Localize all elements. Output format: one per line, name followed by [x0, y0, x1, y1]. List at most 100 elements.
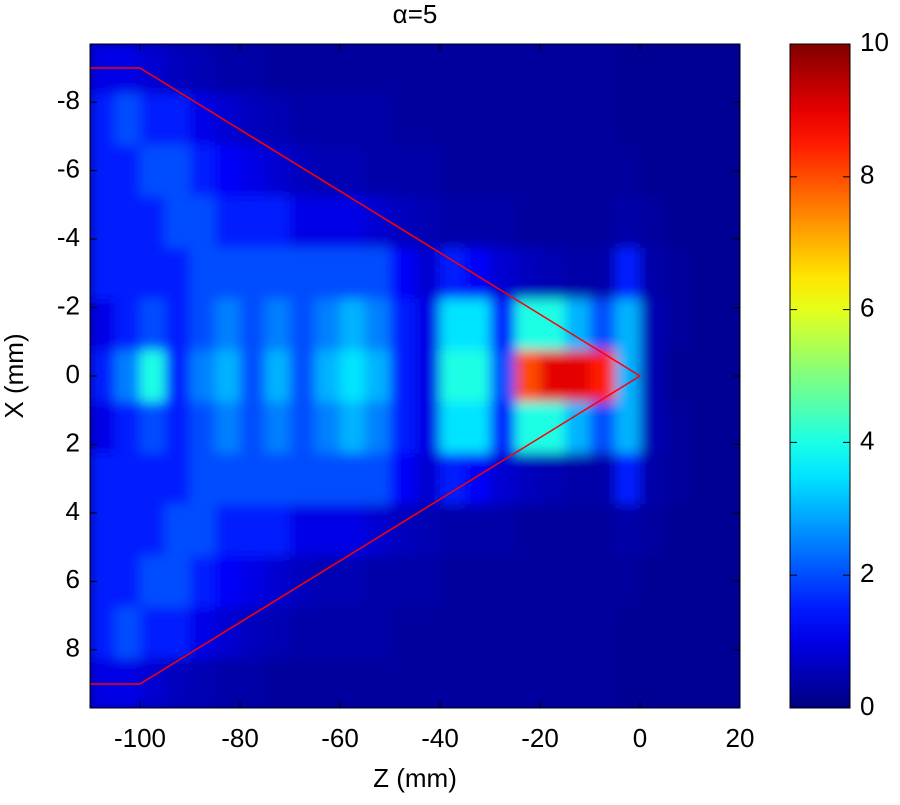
y-tick-label: -8: [57, 85, 80, 115]
heatmap-cell: [615, 247, 641, 300]
heatmap-cell: [490, 555, 516, 608]
heatmap-cell: [490, 196, 516, 249]
heatmap-cell: [240, 401, 266, 454]
heatmap-cell: [365, 44, 391, 95]
heatmap-cell: [315, 607, 341, 659]
heatmap-cell: [165, 607, 191, 659]
heatmap-cell: [340, 247, 366, 300]
heatmap-cell: [690, 298, 716, 351]
heatmap-cell: [690, 453, 716, 505]
heatmap-cell: [90, 401, 116, 454]
heatmap-cell: [290, 504, 316, 557]
heatmap-cell: [715, 453, 740, 505]
heatmap-cell: [390, 196, 416, 249]
heatmap-cell: [665, 504, 691, 557]
heatmap-cell: [540, 555, 566, 608]
heatmap-cell: [690, 247, 716, 300]
heatmap-cell: [715, 44, 740, 95]
heatmap-cell: [415, 144, 441, 197]
heatmap-cell: [165, 247, 191, 300]
heatmap-cell: [665, 144, 691, 197]
heatmap-cell: [140, 350, 166, 403]
heatmap-cell: [215, 658, 241, 708]
heatmap-cell: [215, 144, 241, 197]
heatmap-cell: [240, 44, 266, 95]
heatmap-cell: [290, 93, 316, 146]
heatmap-cell: [715, 298, 740, 351]
heatmap-cell: [390, 144, 416, 197]
heatmap-cell: [665, 555, 691, 608]
heatmap-cell: [415, 401, 441, 454]
heatmap-cell: [590, 44, 616, 95]
heatmap-cell: [215, 504, 241, 557]
heatmap-cell: [190, 555, 216, 608]
heatmap-cell: [415, 93, 441, 146]
heatmap-cell: [465, 350, 491, 403]
heatmap-cell: [190, 144, 216, 197]
heatmap-cell: [390, 298, 416, 351]
y-tick-label: 6: [66, 564, 80, 594]
heatmap-cell: [540, 453, 566, 505]
heatmap-cell: [265, 401, 291, 454]
heatmap-cell: [490, 298, 516, 351]
heatmap-cell: [490, 453, 516, 505]
heatmap-cell: [365, 196, 391, 249]
heatmap-cell: [390, 93, 416, 146]
heatmap-cell: [265, 453, 291, 505]
heatmap-cell: [240, 658, 266, 708]
heatmap-cell: [440, 93, 466, 146]
heatmap-cell: [340, 453, 366, 505]
heatmap-cell: [590, 607, 616, 659]
heatmap-cell: [115, 196, 141, 249]
heatmap-cell: [440, 658, 466, 708]
heatmap-cell: [115, 401, 141, 454]
heatmap-cell: [515, 196, 541, 249]
heatmap-cell: [465, 247, 491, 300]
heatmap-cell: [315, 504, 341, 557]
heatmap-cell: [515, 555, 541, 608]
heatmap-cell: [440, 401, 466, 454]
heatmap-cell: [440, 44, 466, 95]
heatmap-cell: [615, 298, 641, 351]
heatmap-cell: [115, 247, 141, 300]
heatmap-cell: [640, 453, 666, 505]
heatmap-cell: [240, 298, 266, 351]
heatmap-cell: [190, 44, 216, 95]
heatmap-cell: [690, 44, 716, 95]
heatmap-cell: [665, 401, 691, 454]
heatmap-cell: [215, 453, 241, 505]
heatmap-cell: [340, 658, 366, 708]
heatmap-cell: [465, 401, 491, 454]
heatmap-cell: [140, 453, 166, 505]
heatmap-cell: [490, 504, 516, 557]
heatmap-cell: [540, 44, 566, 95]
heatmap-cell: [290, 607, 316, 659]
heatmap-cell: [290, 401, 316, 454]
heatmap-cell: [590, 658, 616, 708]
heatmap-cell: [490, 144, 516, 197]
heatmap-cell: [90, 504, 116, 557]
heatmap-cell: [465, 44, 491, 95]
heatmap-cell: [190, 453, 216, 505]
heatmap-cell: [215, 44, 241, 95]
heatmap-cell: [190, 247, 216, 300]
y-tick-label: -4: [57, 222, 80, 252]
heatmap-cell: [315, 93, 341, 146]
heatmap-cell: [315, 350, 341, 403]
heatmap-cell: [265, 607, 291, 659]
heatmap-cell: [190, 298, 216, 351]
heatmap-cell: [665, 298, 691, 351]
heatmap-cell: [190, 350, 216, 403]
heatmap-cell: [440, 247, 466, 300]
heatmap-cell: [465, 555, 491, 608]
heatmap-cell: [665, 658, 691, 708]
heatmap-cell: [465, 144, 491, 197]
heatmap-cell: [640, 607, 666, 659]
heatmap-cell: [515, 607, 541, 659]
heatmap-cell: [565, 555, 591, 608]
heatmap-cell: [165, 453, 191, 505]
heatmap-cell: [540, 93, 566, 146]
heatmap-cell: [115, 350, 141, 403]
heatmap-cell: [615, 144, 641, 197]
